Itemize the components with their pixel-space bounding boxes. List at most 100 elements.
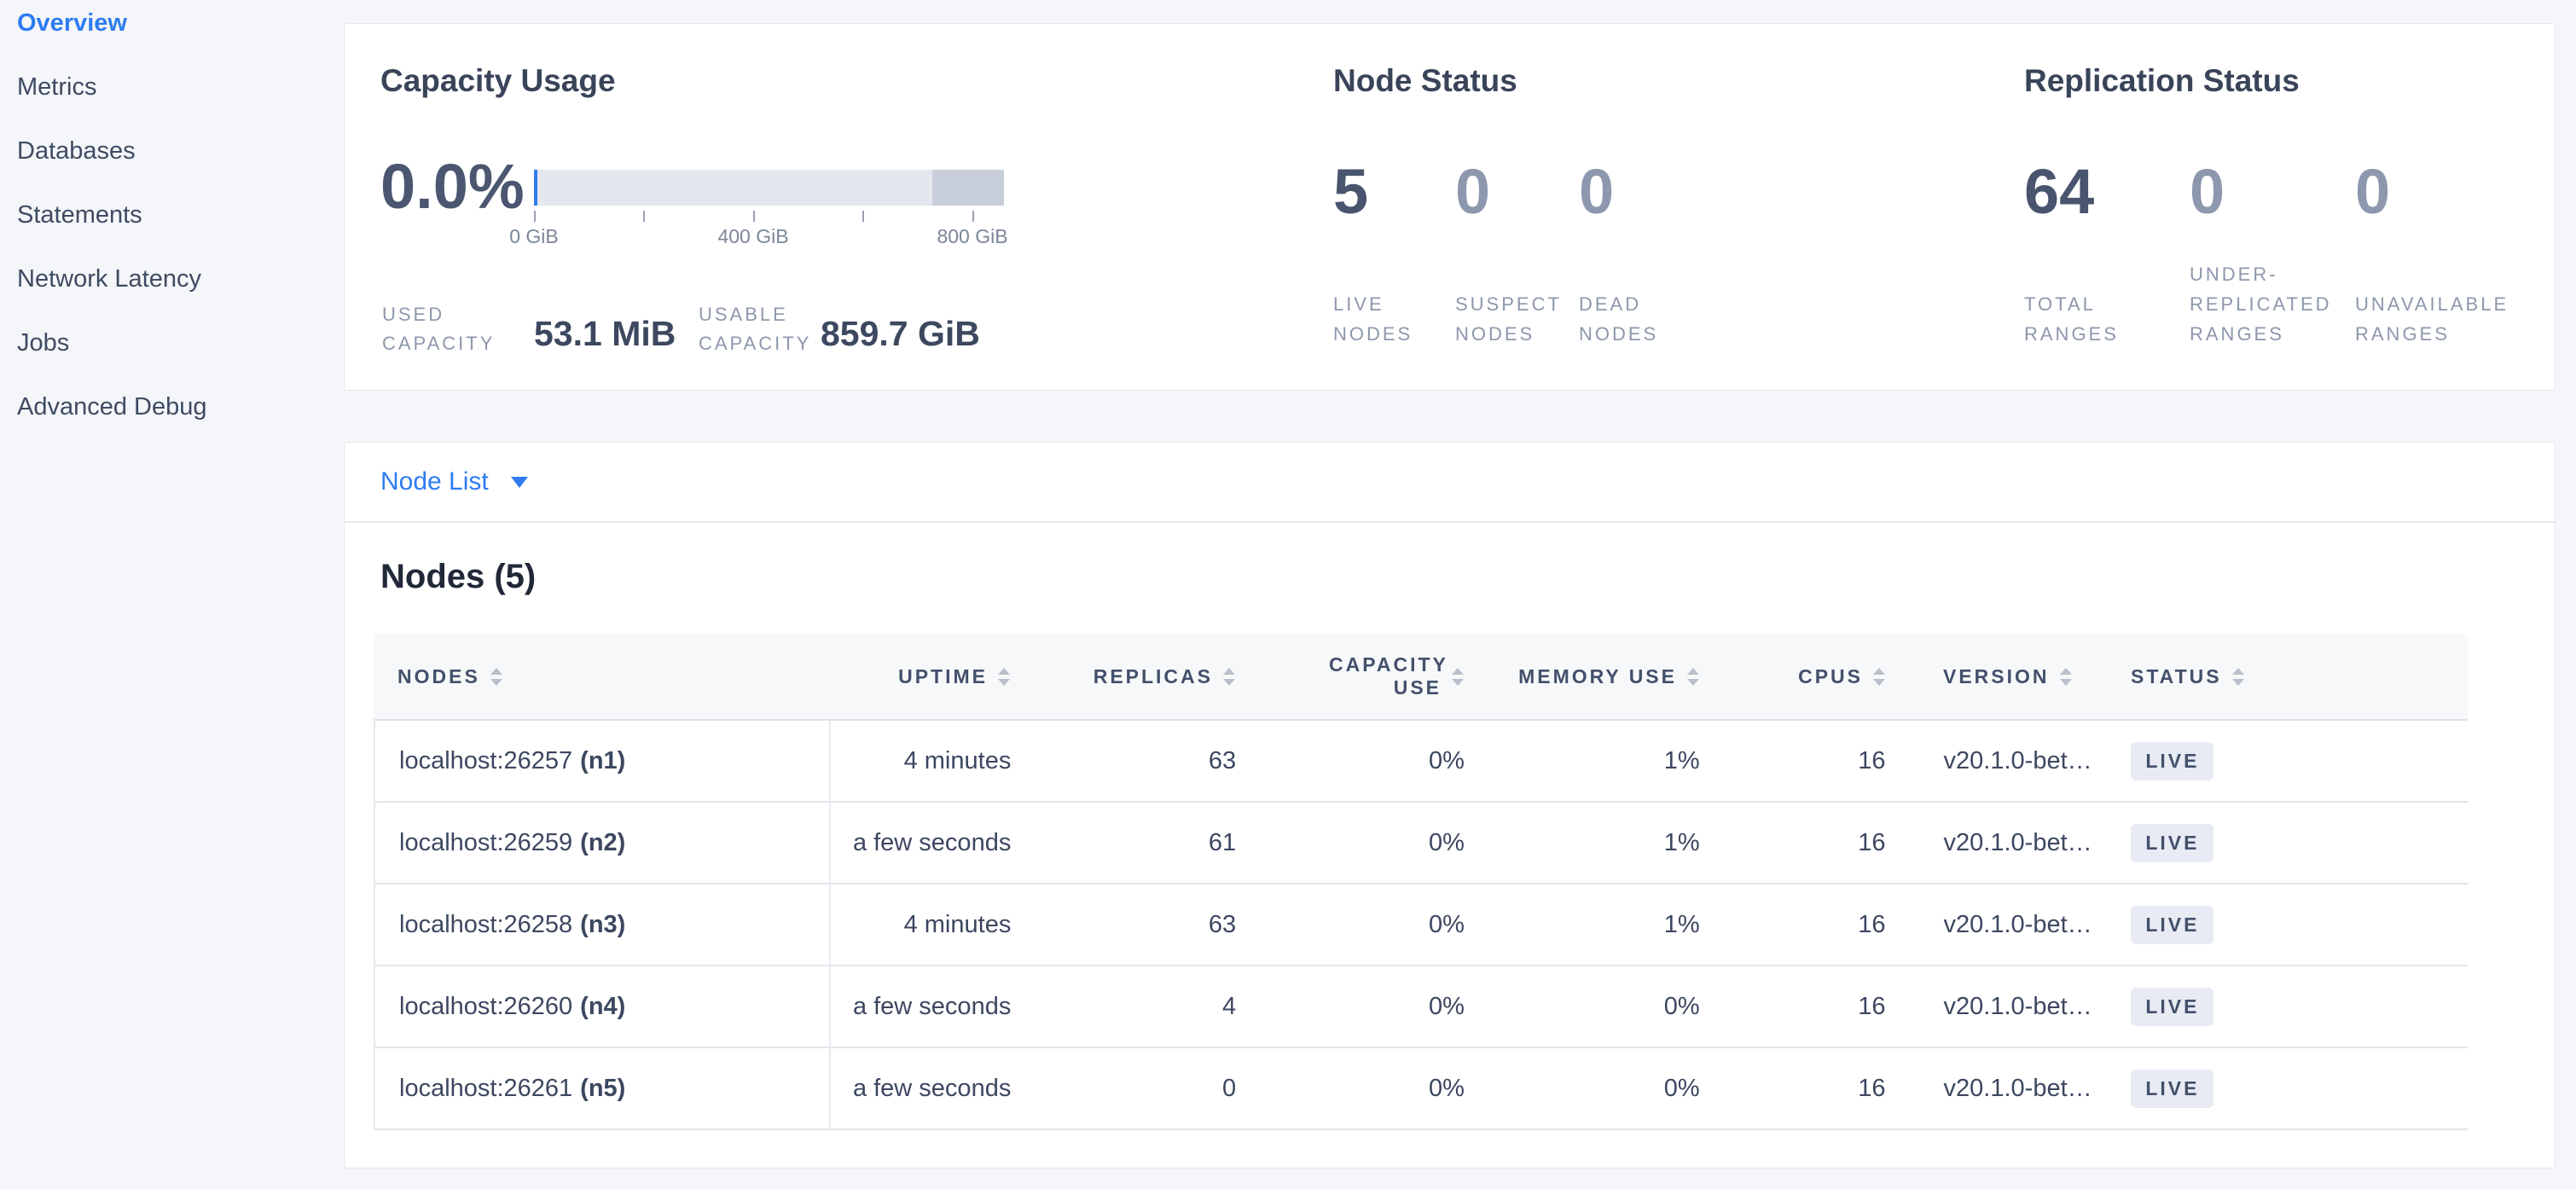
capacity-usage-title: Capacity Usage: [380, 63, 616, 98]
table-row-n3[interactable]: localhost:26258 (n3) 4 minutes 63 0% 1% 1…: [374, 884, 2468, 966]
column-label: MEMORY USE: [1518, 664, 1677, 687]
replicas-cell: 4: [1221, 992, 1237, 1020]
version-cell: v20.1.0-bet…: [1943, 746, 2092, 774]
status-badge: LIVE: [2131, 905, 2214, 944]
suspect-nodes-label: SUSPECT NODES: [1455, 293, 1562, 345]
column-label: UPTIME: [898, 664, 988, 687]
column-label: NODES: [397, 664, 480, 687]
column-header-nodes[interactable]: NODES: [374, 665, 829, 688]
column-header-replicas[interactable]: REPLICAS: [1051, 665, 1276, 688]
capacity-axis-ticks: [534, 211, 1004, 223]
cpus-cell: 16: [1858, 910, 1886, 938]
cluster-summary-card: Capacity Usage 0.0% 0 GiB 400 GiB 800 Gi…: [344, 23, 2556, 391]
node-status-title: Node Status: [1333, 63, 1517, 98]
nodes-card-body: Nodes (5) NODES UPTIME REPLICAS CAPACITY…: [345, 557, 2555, 1130]
version-cell: v20.1.0-bet…: [1943, 828, 2092, 856]
sidebar-item-jobs[interactable]: Jobs: [17, 329, 70, 357]
cpus-cell: 16: [1858, 746, 1886, 774]
nodes-table-header: NODES UPTIME REPLICAS CAPACITY USE MEMOR…: [374, 634, 2468, 721]
sidebar-item-statements[interactable]: Statements: [17, 201, 142, 229]
capacity-used-percent: 0.0%: [380, 151, 525, 222]
replication-status-section: Replication Status 64 0 0 TOTAL RANGES U…: [2024, 24, 2536, 392]
column-header-memory-use[interactable]: MEMORY USE: [1501, 665, 1742, 688]
column-label: CPUS: [1798, 664, 1863, 687]
sidebar-item-overview[interactable]: Overview: [17, 9, 127, 37]
capacity-axis-labels: 0 GiB 400 GiB 800 GiB: [509, 225, 1007, 251]
column-header-capacity-use[interactable]: CAPACITY USE: [1276, 653, 1501, 699]
sort-icon: [1873, 667, 1885, 686]
table-row-n2[interactable]: localhost:26259 (n2) a few seconds 61 0% …: [374, 803, 2468, 884]
unavailable-ranges-label: UNAVAILABLE RANGES: [2355, 293, 2509, 345]
total-ranges-count: 64: [2024, 156, 2095, 227]
uptime-cell: a few seconds: [852, 828, 1012, 856]
replicas-cell: 63: [1208, 746, 1237, 774]
sort-icon: [490, 667, 502, 686]
sidebar-item-advanced-debug[interactable]: Advanced Debug: [17, 393, 207, 420]
table-row-n1[interactable]: localhost:26257 (n1) 4 minutes 63 0% 1% 1…: [374, 721, 2468, 803]
column-header-cpus[interactable]: CPUS: [1742, 665, 1929, 688]
version-cell: v20.1.0-bet…: [1943, 992, 2092, 1020]
node-address: localhost:26259 (n2): [375, 803, 831, 883]
sidebar-item-metrics[interactable]: Metrics: [17, 73, 97, 101]
sidebar: Overview Metrics Databases Statements Ne…: [0, 0, 337, 439]
capacity-bar: [534, 170, 1004, 206]
status-badge: LIVE: [2131, 741, 2214, 780]
node-list-dropdown-label: Node List: [380, 467, 489, 496]
unavailable-ranges-count: 0: [2355, 156, 2391, 227]
uptime-cell: a few seconds: [852, 992, 1012, 1020]
node-status-labels: LIVE NODES SUSPECT NODES DEAD NODES: [1333, 270, 1658, 349]
replication-status-title: Replication Status: [2024, 63, 2300, 98]
memory-use-cell: 0%: [1663, 1074, 1700, 1102]
status-cell: LIVE: [2126, 1048, 2468, 1128]
sort-icon: [998, 667, 1010, 686]
capacity-use-cell: 0%: [1429, 746, 1465, 774]
used-capacity-label: USED CAPACITY: [382, 304, 496, 354]
sort-icon: [1452, 667, 1464, 686]
usable-capacity-value: 859.7 GiB: [821, 314, 980, 353]
sort-icon: [2231, 667, 2244, 686]
column-header-uptime[interactable]: UPTIME: [829, 665, 1051, 688]
sort-icon: [1223, 667, 1235, 686]
nodes-heading: Nodes (5): [380, 558, 537, 595]
column-header-version[interactable]: VERSION: [1929, 665, 2126, 688]
cpus-cell: 16: [1858, 828, 1886, 856]
dead-nodes-count: 0: [1579, 156, 1615, 227]
status-cell: LIVE: [2126, 966, 2468, 1047]
node-address: localhost:26258 (n3): [375, 884, 831, 965]
under-replicated-ranges-count: 0: [2190, 156, 2225, 227]
capacity-bar-used-marker: [534, 170, 537, 206]
dead-nodes-label: DEAD NODES: [1579, 293, 1659, 345]
table-row-n4[interactable]: localhost:26260 (n4) a few seconds 4 0% 0…: [374, 966, 2468, 1048]
column-label: STATUS: [2131, 664, 2222, 687]
node-list-dropdown[interactable]: Node List: [345, 443, 2555, 523]
capacity-bar-reserved-segment: [932, 170, 1004, 206]
usable-capacity-label: USABLE CAPACITY: [699, 304, 812, 354]
status-badge: LIVE: [2131, 823, 2214, 862]
replicas-cell: 61: [1208, 828, 1237, 856]
node-status-values: 5 0 0: [1333, 154, 1614, 230]
memory-use-cell: 0%: [1663, 992, 1700, 1020]
sidebar-item-network-latency[interactable]: Network Latency: [17, 265, 201, 293]
live-nodes-count: 5: [1333, 156, 1369, 227]
capacity-use-cell: 0%: [1429, 1074, 1465, 1102]
under-replicated-ranges-label: UNDER- REPLICATED RANGES: [2190, 264, 2332, 345]
capacity-use-cell: 0%: [1429, 910, 1465, 938]
axis-label-400: 400 GiB: [717, 225, 789, 247]
node-address: localhost:26257 (n1): [375, 721, 831, 801]
node-address: localhost:26260 (n4): [375, 966, 831, 1047]
uptime-cell: 4 minutes: [903, 746, 1012, 774]
capacity-use-cell: 0%: [1429, 828, 1465, 856]
version-cell: v20.1.0-bet…: [1943, 910, 2092, 938]
live-nodes-label: LIVE NODES: [1333, 293, 1413, 345]
nodes-table: NODES UPTIME REPLICAS CAPACITY USE MEMOR…: [374, 634, 2468, 1130]
column-header-status[interactable]: STATUS: [2126, 665, 2468, 688]
replicas-cell: 0: [1221, 1074, 1237, 1102]
table-row-n5[interactable]: localhost:26261 (n5) a few seconds 0 0% 0…: [374, 1048, 2468, 1130]
status-cell: LIVE: [2126, 884, 2468, 965]
column-label: CAPACITY USE: [1329, 653, 1448, 699]
sidebar-item-databases[interactable]: Databases: [17, 137, 136, 165]
capacity-usage-section: Capacity Usage 0.0% 0 GiB 400 GiB 800 Gi…: [380, 24, 1336, 392]
cpus-cell: 16: [1858, 992, 1886, 1020]
column-label: REPLICAS: [1093, 664, 1213, 687]
memory-use-cell: 1%: [1663, 746, 1700, 774]
